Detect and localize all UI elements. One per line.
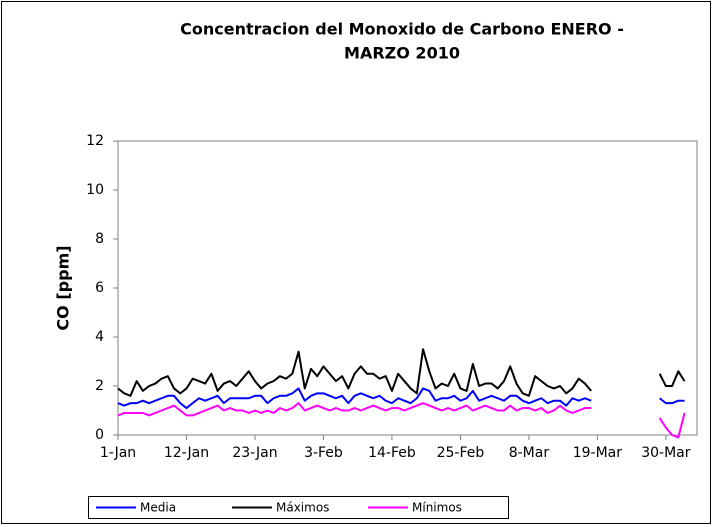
x-tick-label: 3-Feb — [304, 445, 343, 461]
x-tick-label: 1-Jan — [100, 445, 136, 461]
y-tick-label: 10 — [86, 182, 104, 198]
y-tick-label: 8 — [95, 231, 104, 247]
y-tick-label: 4 — [95, 329, 104, 345]
legend-label: Media — [140, 501, 176, 515]
x-tick-label: 23-Jan — [232, 445, 277, 461]
y-tick-label: 0 — [95, 427, 104, 443]
x-tick-label: 8-Mar — [509, 445, 550, 461]
y-tick-label: 12 — [86, 133, 104, 149]
series-line — [117, 348, 686, 397]
chart-title: MARZO 2010 — [344, 44, 460, 63]
x-tick-label: 14-Feb — [368, 445, 416, 461]
x-tick-label: 12-Jan — [164, 445, 209, 461]
legend — [88, 496, 509, 519]
series-line — [117, 387, 685, 410]
y-tick-label: 2 — [95, 378, 104, 394]
legend-label: Máximos — [276, 501, 329, 515]
x-tick-label: 25-Feb — [437, 445, 485, 461]
y-tick-label: 6 — [95, 280, 104, 296]
y-axis-label: CO [ppm] — [54, 245, 73, 330]
x-tick-label: 30-Mar — [641, 445, 691, 461]
chart-title: Concentracion del Monoxido de Carbono EN… — [180, 20, 624, 39]
series-line — [117, 402, 686, 439]
x-tick-label: 19-Mar — [573, 445, 623, 461]
legend-label: Mínimos — [412, 501, 462, 515]
